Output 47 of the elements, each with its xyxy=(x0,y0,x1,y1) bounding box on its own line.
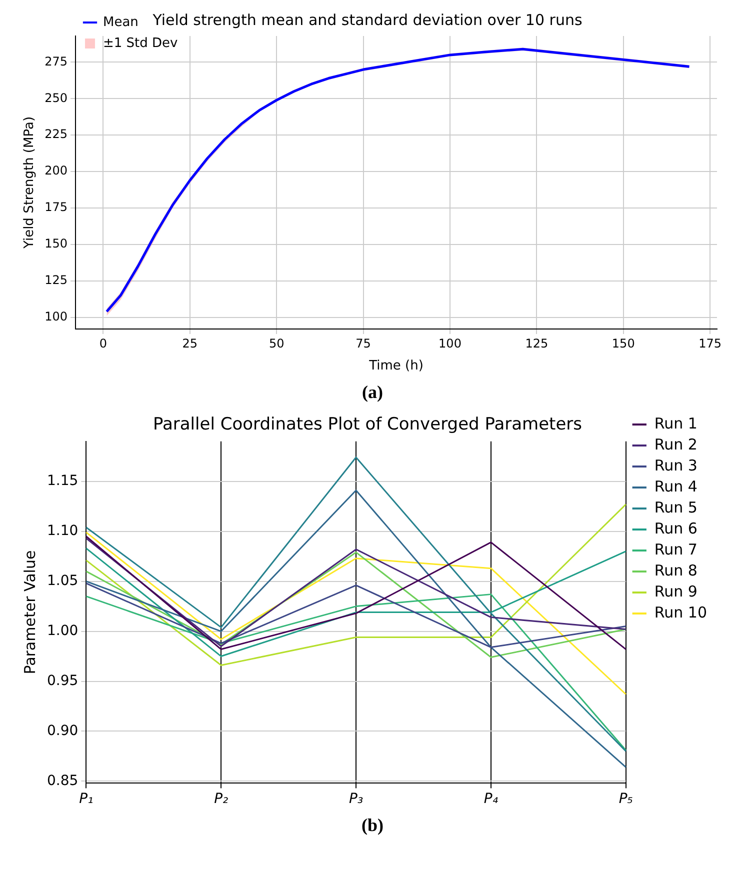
y-tick-label: 125 xyxy=(44,273,68,288)
y-tick-label: 175 xyxy=(44,200,68,214)
legend-label: Run 8 xyxy=(654,561,698,580)
legend-label: Run 1 xyxy=(654,414,698,432)
y-tick-label: 225 xyxy=(44,127,68,142)
chart-title: Parallel Coordinates Plot of Converged Parameters xyxy=(152,414,582,435)
legend-label: Run 3 xyxy=(654,456,698,474)
y-tick-label: 0.95 xyxy=(47,672,78,689)
y-tick-label: 1.15 xyxy=(47,473,78,490)
x-tick-label: P₅ xyxy=(618,791,634,808)
x-tick-label: P₃ xyxy=(348,791,364,808)
legend-label: Run 10 xyxy=(654,603,708,622)
x-tick-label: 25 xyxy=(182,336,198,350)
x-tick-label: 50 xyxy=(268,336,284,350)
x-tick-label: 125 xyxy=(525,336,548,350)
y-tick-label: 250 xyxy=(44,90,68,105)
y-tick-label: 200 xyxy=(44,164,68,178)
y-tick-label: 0.90 xyxy=(47,722,78,739)
y-axis-title: Yield Strength (MPa) xyxy=(22,116,38,250)
y-tick-label: 1.05 xyxy=(47,572,78,589)
x-tick-label: 100 xyxy=(438,336,462,350)
x-tick-label: 75 xyxy=(356,336,371,350)
y-tick-label: 150 xyxy=(44,236,68,251)
x-tick-label: 150 xyxy=(612,336,635,350)
y-tick-label: 275 xyxy=(44,54,68,68)
text: (b) xyxy=(360,815,384,836)
text: (a) xyxy=(361,382,384,403)
x-tick-label: P₂ xyxy=(214,791,229,808)
legend-label: ±1 Std Dev xyxy=(103,36,178,51)
y-tick-label: 1.00 xyxy=(47,622,78,639)
x-tick-label: P₁ xyxy=(79,791,94,808)
y-tick-label: 0.85 xyxy=(47,772,78,789)
y-tick-label: 100 xyxy=(44,309,68,324)
legend-label: Run 7 xyxy=(654,540,698,558)
legend-label: Run 5 xyxy=(654,498,698,516)
legend-label: Run 4 xyxy=(654,477,698,496)
legend-label: Mean xyxy=(103,14,138,30)
x-tick-label: 0 xyxy=(99,336,108,350)
x-tick-label: P₄ xyxy=(484,791,498,808)
legend-label: Run 6 xyxy=(654,519,698,538)
y-tick-label: 1.10 xyxy=(47,522,78,539)
chart-title: Yield strength mean and standard deviation over 10 runs xyxy=(152,10,582,29)
legend-label: Run 9 xyxy=(654,582,698,600)
x-axis-title: Time (h) xyxy=(368,358,424,374)
x-tick-label: 175 xyxy=(698,336,722,350)
y-axis-title: Parameter Value xyxy=(20,550,39,674)
legend-label: Run 2 xyxy=(654,435,698,454)
